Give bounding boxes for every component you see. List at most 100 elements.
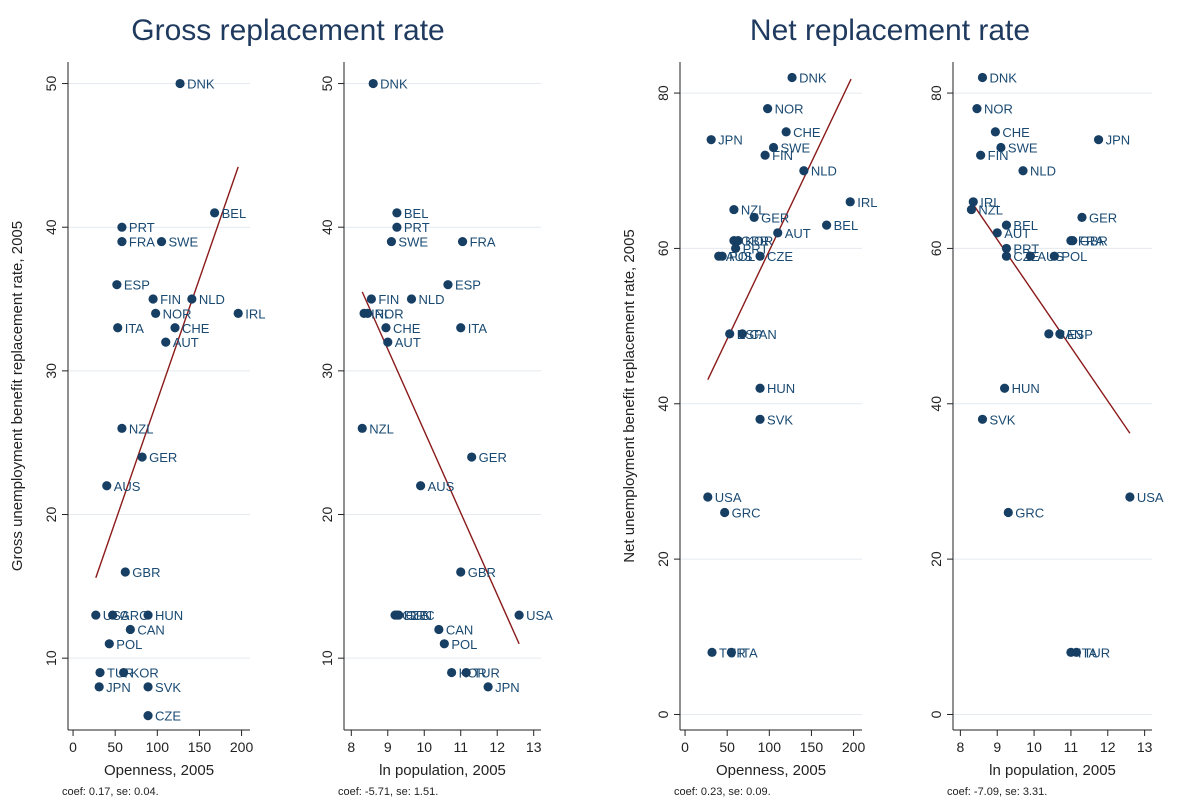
point-label: SVK (767, 412, 793, 427)
net-group-title: Net replacement rate (750, 14, 1030, 47)
x-axis-title: ln population, 2005 (989, 762, 1116, 779)
x-tick-label: 10 (1026, 739, 1042, 755)
point-label: JPN (718, 133, 743, 148)
point-label: HUN (767, 381, 795, 396)
data-point (434, 624, 444, 635)
x-tick-label: 10 (416, 739, 432, 755)
data-point (113, 323, 123, 333)
data-point (394, 610, 404, 620)
point-label: BEL (222, 206, 247, 221)
data-point (755, 383, 765, 393)
x-tick-label: 9 (993, 739, 1001, 755)
point-label: CAN (137, 622, 164, 637)
data-point (447, 667, 457, 678)
data-point (125, 624, 135, 635)
regression-note: coef: 0.23, se: 0.09. (674, 786, 771, 798)
regression-note: coef: 0.17, se: 0.04. (62, 786, 159, 798)
point-label: AUS (428, 479, 455, 494)
data-point (392, 208, 402, 218)
data-point (726, 647, 736, 657)
point-label: GER (761, 210, 789, 225)
point-label: SWE (781, 140, 811, 155)
point-label: POL (451, 637, 477, 652)
data-point (1018, 166, 1028, 176)
x-tick-label: 13 (526, 739, 542, 755)
x-tick-label: 12 (489, 739, 505, 755)
data-point (845, 197, 855, 207)
point-label: GRC (1015, 506, 1044, 521)
point-label: GBR (741, 234, 769, 249)
point-label: POL (729, 249, 755, 264)
point-label: USA (715, 490, 742, 505)
data-point (456, 567, 466, 577)
point-label: USA (1137, 490, 1164, 505)
data-point (156, 236, 167, 247)
point-label: GRC (732, 506, 761, 521)
data-point (720, 507, 730, 518)
data-point (102, 481, 112, 491)
data-point (977, 72, 988, 83)
point-label: GER (479, 450, 507, 465)
point-label: JPN (1106, 133, 1131, 148)
data-point (514, 610, 524, 620)
data-point (1003, 507, 1013, 518)
point-label: AUT (785, 226, 811, 241)
data-point (768, 142, 779, 153)
scatter-panel-3: 0 20 40 60 80 8 9 10 11 12 13 ln population, 2005 co… (928, 62, 1164, 798)
data-point (799, 166, 809, 176)
point-label: FIN (378, 292, 399, 307)
data-point (1001, 243, 1012, 254)
point-label: GER (149, 450, 177, 465)
y-tick-label: 20 (319, 507, 335, 523)
data-point (143, 682, 153, 692)
data-point (990, 127, 1000, 137)
point-label: NZL (129, 421, 154, 436)
point-label: SWE (169, 235, 199, 250)
data-point (737, 329, 747, 339)
data-point (1044, 329, 1054, 339)
point-label: AUT (1004, 226, 1030, 241)
point-label: IRL (980, 195, 1000, 210)
data-point (1125, 492, 1135, 502)
data-point (749, 212, 759, 222)
point-label: NLD (1030, 164, 1056, 179)
data-point (1068, 236, 1078, 246)
x-tick-label: 11 (1064, 739, 1079, 755)
x-tick-label: 100 (146, 739, 170, 755)
data-point (112, 280, 122, 290)
data-point (91, 610, 101, 620)
point-label: CHE (1002, 125, 1030, 140)
y-tick-label: 40 (928, 396, 944, 412)
x-tick-label: 12 (1100, 739, 1116, 755)
y-tick-label: 40 (655, 396, 671, 412)
point-label: ITA (125, 321, 145, 336)
point-label: GBR (1080, 234, 1108, 249)
y-tick-label: 80 (928, 85, 944, 101)
x-tick-label: 0 (681, 739, 689, 755)
point-label: ESP (1067, 327, 1093, 342)
data-point (137, 452, 147, 462)
data-point (703, 492, 713, 502)
point-label: HUN (155, 608, 183, 623)
data-point (968, 197, 978, 207)
data-point (416, 481, 426, 491)
data-point (233, 308, 243, 318)
point-label: GER (1089, 210, 1117, 225)
data-point (787, 72, 797, 83)
data-point (755, 251, 765, 261)
data-point (108, 610, 118, 620)
data-point (781, 127, 791, 137)
y-tick-label: 0 (655, 710, 671, 718)
scatter-panel-0: 10 20 30 40 50 0 50 100 150 200 Openness, 2005 Gros… (9, 62, 265, 798)
data-point (731, 243, 741, 254)
point-label: POL (1061, 249, 1087, 264)
data-point (706, 135, 716, 145)
data-point (456, 323, 466, 333)
data-point (483, 682, 493, 692)
point-label: FIN (772, 148, 793, 163)
point-label: ESP (124, 278, 150, 293)
data-point (406, 294, 417, 304)
y-tick-label: 50 (43, 76, 59, 92)
data-point (363, 308, 373, 318)
